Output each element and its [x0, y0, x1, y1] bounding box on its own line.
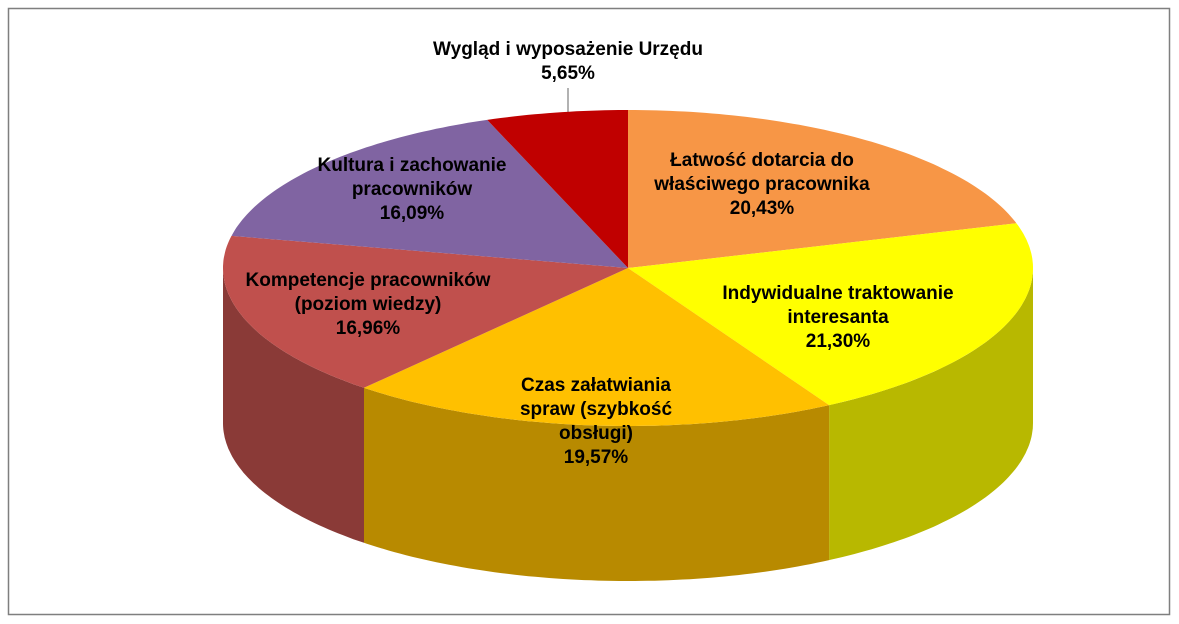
slice [628, 223, 1033, 406]
slice [223, 235, 628, 388]
slice-label: Kompetencje pracowników (poziom wiedzy) 1… [218, 269, 518, 341]
slice-name: Czas załatwiania spraw (szybkość obsługi… [519, 375, 673, 444]
slice-value: 16,96% [335, 318, 401, 339]
slice-value: 20,43% [729, 198, 795, 219]
slice-name: Kultura i zachowanie pracowników [317, 155, 507, 200]
slice-value: 16,09% [379, 203, 445, 224]
slice-name: Kompetencje pracowników (poziom wiedzy) [245, 270, 491, 315]
slice-label: Wygląd i wyposażenie Urzędu 5,65% [368, 38, 768, 86]
slice-name: Łatwość dotarcia do właściwego pracownik… [654, 150, 870, 195]
slice-side [223, 268, 364, 543]
slice [231, 119, 628, 269]
slice-value: 19,57% [563, 447, 629, 468]
slice [487, 110, 628, 268]
slice [628, 110, 1017, 268]
slice-value: 21,30% [805, 331, 871, 352]
slice-side [364, 387, 830, 581]
slice-name: Wygląd i wyposażenie Urzędu [433, 39, 703, 60]
slice-label: Kultura i zachowanie pracowników 16,09% [297, 154, 527, 226]
pie-tops [223, 110, 1033, 426]
pie-sides [223, 268, 1033, 581]
slice-label: Indywidualne traktowanie interesanta 21,3… [683, 282, 993, 354]
slice-value: 5,65% [541, 63, 595, 84]
slice [364, 268, 830, 426]
slice-name: Indywidualne traktowanie interesanta [722, 283, 954, 328]
slice-side [829, 268, 1033, 561]
slice-label: Czas załatwiania spraw (szybkość obsługi… [501, 374, 691, 470]
slice-label: Łatwość dotarcia do właściwego pracownik… [622, 149, 902, 221]
